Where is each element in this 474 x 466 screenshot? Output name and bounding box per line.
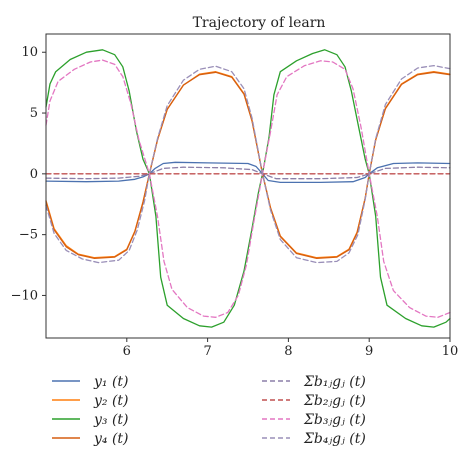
legend: y₁ (t) y₂ (t) y₃ (t) y₄ (t) Σb₁ⱼgⱼ (t) Σb₂ⱼgⱼ…	[52, 374, 366, 447]
y-axis: 10 5 0 −5 −10	[11, 45, 46, 303]
series-line-5	[45, 166, 451, 180]
legend-label: y₄ (t)	[93, 431, 129, 447]
y-tick-label: −5	[19, 228, 38, 243]
legend-label: Σb₄ⱼgⱼ (t)	[303, 431, 366, 447]
legend-label: y₁ (t)	[93, 374, 129, 390]
x-tick-label: 10	[442, 344, 459, 359]
series-line-7	[45, 59, 451, 318]
plot-lines	[45, 49, 451, 328]
y-tick-label: −10	[11, 288, 38, 303]
plot-frame	[45, 33, 451, 339]
series-line-4	[45, 71, 451, 260]
series-line-3	[45, 49, 451, 328]
x-axis: 6 7 8 9 10	[123, 338, 459, 359]
legend-label: Σb₃ⱼgⱼ (t)	[303, 412, 366, 428]
chart-title: Trajectory of learn	[193, 15, 326, 31]
legend-label: Σb₂ⱼgⱼ (t)	[303, 393, 366, 409]
y-tick-label: 10	[21, 45, 38, 60]
y-tick-label: 5	[30, 106, 38, 121]
series-line-1	[45, 161, 451, 184]
legend-label: Σb₁ⱼgⱼ (t)	[303, 374, 366, 390]
x-tick-label: 6	[123, 344, 131, 359]
x-tick-label: 9	[365, 344, 373, 359]
legend-label: y₂ (t)	[93, 393, 129, 409]
legend-label: y₃ (t)	[93, 412, 129, 428]
x-tick-label: 8	[284, 344, 292, 359]
x-tick-label: 7	[203, 344, 211, 359]
series-line-8	[45, 64, 451, 264]
y-tick-label: 0	[30, 167, 38, 182]
